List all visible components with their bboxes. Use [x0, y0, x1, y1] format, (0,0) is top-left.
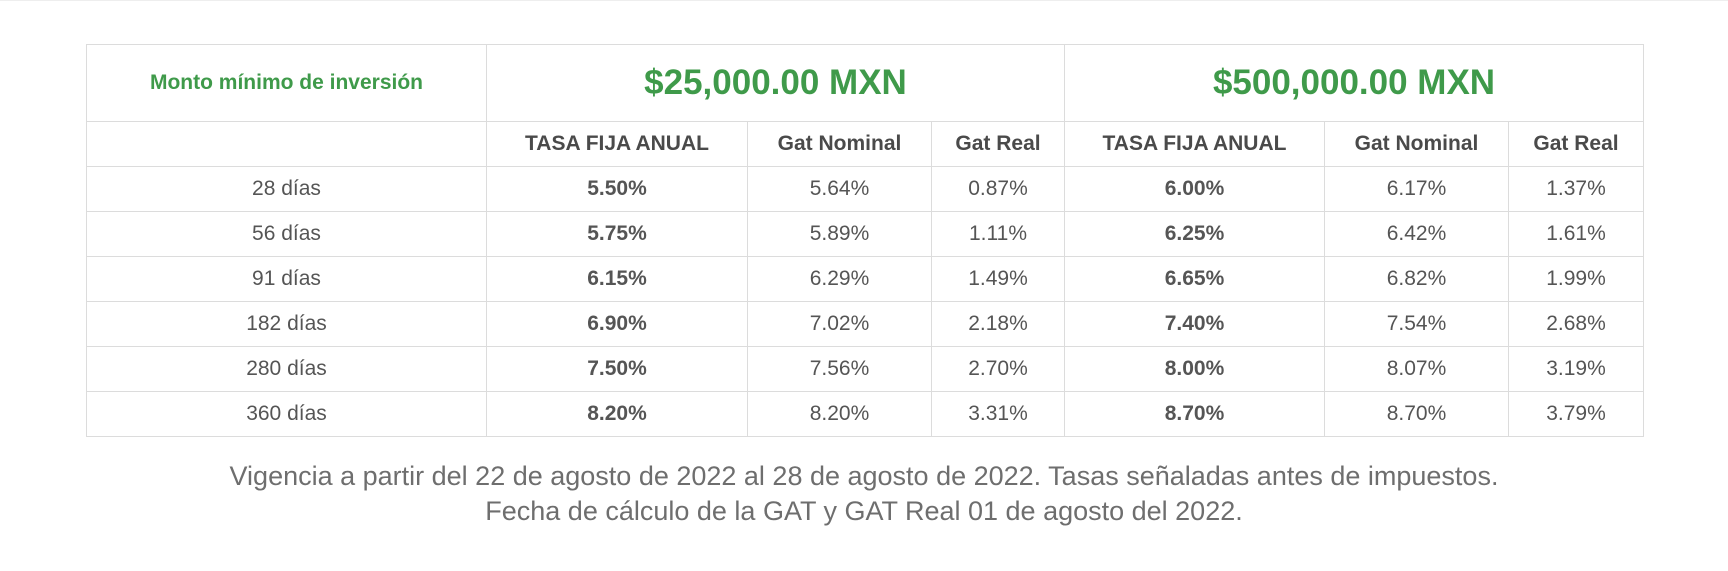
min-investment-label: Monto mínimo de inversión [86, 44, 487, 122]
tier-1-gat-real: 1.49% [931, 256, 1065, 302]
column-header: Gat Real [931, 121, 1065, 167]
tier-1-gat-nominal: 5.89% [747, 211, 932, 257]
term-cell: 28 días [86, 166, 487, 212]
tier-2-gat-nominal: 7.54% [1324, 301, 1509, 347]
tier-2-gat-real: 1.99% [1507, 256, 1645, 302]
term-cell: 280 días [86, 346, 487, 392]
tier-2-fixed-rate: 6.65% [1064, 256, 1325, 302]
term-cell: 360 días [86, 391, 487, 437]
tier-2-amount: $500,000.00 MXN [1212, 63, 1496, 102]
amount-header-row: Monto mínimo de inversión $25,000.00 MXN… [86, 44, 1645, 122]
tier-1-gat-real: 0.87% [931, 166, 1065, 212]
table-row: 28 días 5.50% 5.64% 0.87% 6.00% 6.17% 1.… [86, 166, 1645, 212]
tier-2-gat-real: 1.61% [1507, 211, 1645, 257]
tier-2-fixed-rate: 8.00% [1064, 346, 1325, 392]
table-row: 280 días 7.50% 7.56% 2.70% 8.00% 8.07% 3… [86, 346, 1645, 392]
footnote: Vigencia a partir del 22 de agosto de 20… [0, 459, 1728, 529]
term-cell: 91 días [86, 256, 487, 302]
tier-1-fixed-rate: 8.20% [486, 391, 748, 437]
term-header-empty [86, 121, 487, 167]
term-cell: 56 días [86, 211, 487, 257]
tier-1-fixed-rate: 7.50% [486, 346, 748, 392]
column-header: TASA FIJA ANUAL [1064, 121, 1325, 167]
rates-table: Monto mínimo de inversión $25,000.00 MXN… [86, 44, 1645, 437]
tier-2-gat-nominal: 6.42% [1324, 211, 1509, 257]
table-row: 182 días 6.90% 7.02% 2.18% 7.40% 7.54% 2… [86, 301, 1645, 347]
tier-1-gat-nominal: 8.20% [747, 391, 932, 437]
column-header: Gat Real [1507, 121, 1645, 167]
tier-2-gat-real: 1.37% [1507, 166, 1645, 212]
top-divider [0, 0, 1728, 1]
tier-2-gat-nominal: 8.07% [1324, 346, 1509, 392]
tier-1-gat-nominal: 6.29% [747, 256, 932, 302]
tier-2-amount-cell: $500,000.00 MXN [1063, 44, 1645, 122]
min-investment-label-text: Monto mínimo de inversión [149, 71, 423, 94]
tier-1-amount-cell: $25,000.00 MXN [486, 44, 1065, 122]
tier-1-gat-real: 1.11% [931, 211, 1065, 257]
tier-1-amount: $25,000.00 MXN [644, 63, 907, 102]
tier-1-gat-nominal: 7.56% [747, 346, 932, 392]
tier-2-fixed-rate: 6.25% [1064, 211, 1325, 257]
tier-2-fixed-rate: 7.40% [1064, 301, 1325, 347]
tier-2-fixed-rate: 8.70% [1064, 391, 1325, 437]
column-header: Gat Nominal [747, 121, 932, 167]
tier-2-gat-nominal: 6.82% [1324, 256, 1509, 302]
tier-1-gat-nominal: 7.02% [747, 301, 932, 347]
footnote-calculation-date: Fecha de cálculo de la GAT y GAT Real 01… [485, 496, 1243, 526]
term-cell: 182 días [86, 301, 487, 347]
footnote-validity: Vigencia a partir del 22 de agosto de 20… [229, 461, 1499, 491]
tier-2-gat-real: 2.68% [1507, 301, 1645, 347]
tier-2-fixed-rate: 6.00% [1064, 166, 1325, 212]
tier-1-fixed-rate: 5.75% [486, 211, 748, 257]
tier-2-gat-nominal: 8.70% [1324, 391, 1509, 437]
tier-1-fixed-rate: 6.90% [486, 301, 748, 347]
tier-2-gat-real: 3.79% [1507, 391, 1645, 437]
column-header-row: TASA FIJA ANUAL Gat Nominal Gat Real TAS… [86, 121, 1645, 167]
tier-1-gat-real: 3.31% [931, 391, 1065, 437]
table-row: 56 días 5.75% 5.89% 1.11% 6.25% 6.42% 1.… [86, 211, 1645, 257]
column-header: TASA FIJA ANUAL [486, 121, 748, 167]
tier-1-gat-real: 2.70% [931, 346, 1065, 392]
tier-1-gat-nominal: 5.64% [747, 166, 932, 212]
tier-1-gat-real: 2.18% [931, 301, 1065, 347]
tier-1-fixed-rate: 6.15% [486, 256, 748, 302]
tier-2-gat-real: 3.19% [1507, 346, 1645, 392]
table-row: 360 días 8.20% 8.20% 3.31% 8.70% 8.70% 3… [86, 391, 1645, 437]
column-header: Gat Nominal [1324, 121, 1509, 167]
table-row: 91 días 6.15% 6.29% 1.49% 6.65% 6.82% 1.… [86, 256, 1645, 302]
tier-2-gat-nominal: 6.17% [1324, 166, 1509, 212]
tier-1-fixed-rate: 5.50% [486, 166, 748, 212]
